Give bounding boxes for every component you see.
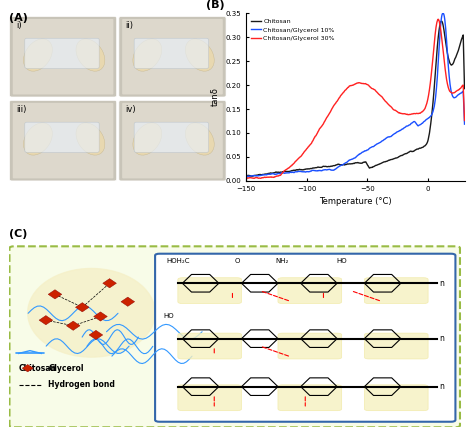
Chitosan/Glycerol 10% [347, 157, 353, 163]
FancyBboxPatch shape [122, 103, 223, 178]
Text: ii): ii) [126, 21, 133, 31]
Chitosan/Glycerol 10% [348, 157, 354, 162]
Ellipse shape [133, 39, 162, 71]
Polygon shape [89, 330, 103, 340]
Chitosan/Glycerol 30% [348, 83, 354, 88]
FancyBboxPatch shape [365, 333, 428, 359]
Text: iii): iii) [16, 106, 27, 114]
Polygon shape [75, 303, 89, 312]
Chitosan/Glycerol 10% [361, 149, 367, 154]
FancyBboxPatch shape [134, 122, 209, 153]
FancyBboxPatch shape [25, 122, 99, 153]
FancyBboxPatch shape [119, 100, 226, 181]
Chitosan/Glycerol 30% [361, 81, 367, 86]
FancyBboxPatch shape [365, 385, 428, 411]
Chitosan/Glycerol 10% [422, 118, 428, 123]
FancyBboxPatch shape [122, 19, 223, 95]
Chitosan [373, 163, 379, 168]
Text: Hydrogen bond: Hydrogen bond [48, 380, 115, 389]
FancyBboxPatch shape [25, 38, 99, 68]
FancyBboxPatch shape [365, 278, 428, 303]
Ellipse shape [76, 39, 105, 71]
FancyBboxPatch shape [9, 246, 460, 427]
FancyBboxPatch shape [134, 38, 209, 68]
Text: n: n [439, 382, 444, 391]
Text: iv): iv) [126, 106, 136, 114]
FancyBboxPatch shape [178, 385, 242, 411]
Line: Chitosan/Glycerol 30%: Chitosan/Glycerol 30% [246, 19, 465, 180]
Chitosan [361, 160, 367, 165]
Chitosan [462, 86, 467, 91]
Text: n: n [439, 334, 444, 343]
Polygon shape [22, 364, 33, 372]
Text: (C): (C) [9, 229, 28, 239]
Text: NH₂: NH₂ [276, 258, 289, 264]
Polygon shape [121, 297, 135, 307]
Chitosan/Glycerol 10% [440, 10, 446, 16]
FancyBboxPatch shape [9, 17, 117, 97]
Text: (B): (B) [206, 0, 225, 10]
Text: HO: HO [164, 313, 174, 320]
FancyBboxPatch shape [278, 278, 342, 303]
Chitosan/Glycerol 10% [462, 122, 467, 127]
FancyBboxPatch shape [119, 17, 226, 97]
Ellipse shape [185, 39, 214, 71]
Text: i): i) [16, 21, 22, 31]
Chitosan/Glycerol 30% [462, 118, 467, 123]
Chitosan [243, 176, 248, 181]
Polygon shape [48, 290, 62, 299]
X-axis label: Temperature (°C): Temperature (°C) [319, 198, 392, 206]
FancyBboxPatch shape [155, 254, 456, 422]
FancyBboxPatch shape [278, 385, 342, 411]
Legend: Chitosan, Chitosan/Glycerol 10%, Chitosan/Glycerol 30%: Chitosan, Chitosan/Glycerol 10%, Chitosa… [249, 16, 337, 44]
Text: n: n [439, 279, 444, 288]
FancyBboxPatch shape [13, 103, 113, 178]
Chitosan [457, 43, 463, 48]
Text: (A): (A) [9, 13, 28, 23]
FancyBboxPatch shape [13, 19, 113, 95]
Text: HO: HO [337, 258, 347, 264]
FancyBboxPatch shape [9, 100, 117, 181]
Chitosan [348, 161, 354, 167]
Ellipse shape [185, 123, 214, 155]
Ellipse shape [133, 123, 162, 155]
Line: Chitosan/Glycerol 10%: Chitosan/Glycerol 10% [246, 13, 465, 178]
Chitosan/Glycerol 10% [373, 142, 379, 147]
Chitosan/Glycerol 30% [373, 89, 379, 94]
FancyBboxPatch shape [178, 333, 242, 359]
Chitosan/Glycerol 30% [457, 86, 463, 92]
FancyBboxPatch shape [278, 333, 342, 359]
Ellipse shape [24, 39, 52, 71]
Polygon shape [94, 312, 107, 321]
Polygon shape [39, 316, 53, 325]
Text: O: O [234, 258, 240, 264]
Ellipse shape [24, 123, 52, 155]
Polygon shape [103, 279, 117, 288]
Ellipse shape [76, 123, 105, 155]
Chitosan/Glycerol 30% [436, 17, 441, 22]
Chitosan [439, 19, 445, 24]
Ellipse shape [27, 269, 155, 357]
Y-axis label: tanδ: tanδ [210, 88, 219, 106]
Chitosan [422, 143, 428, 148]
Chitosan/Glycerol 30% [243, 177, 248, 182]
FancyBboxPatch shape [178, 278, 242, 303]
Text: Glycerol: Glycerol [48, 364, 83, 373]
Text: HOH₂C: HOH₂C [166, 258, 190, 264]
Chitosan [347, 161, 353, 167]
Line: Chitosan: Chitosan [246, 21, 465, 178]
Text: Chitosan: Chitosan [18, 364, 56, 373]
Chitosan/Glycerol 10% [243, 176, 248, 181]
Polygon shape [66, 321, 80, 330]
Chitosan/Glycerol 10% [457, 91, 463, 96]
Chitosan/Glycerol 30% [422, 106, 428, 111]
Chitosan/Glycerol 30% [347, 83, 353, 89]
